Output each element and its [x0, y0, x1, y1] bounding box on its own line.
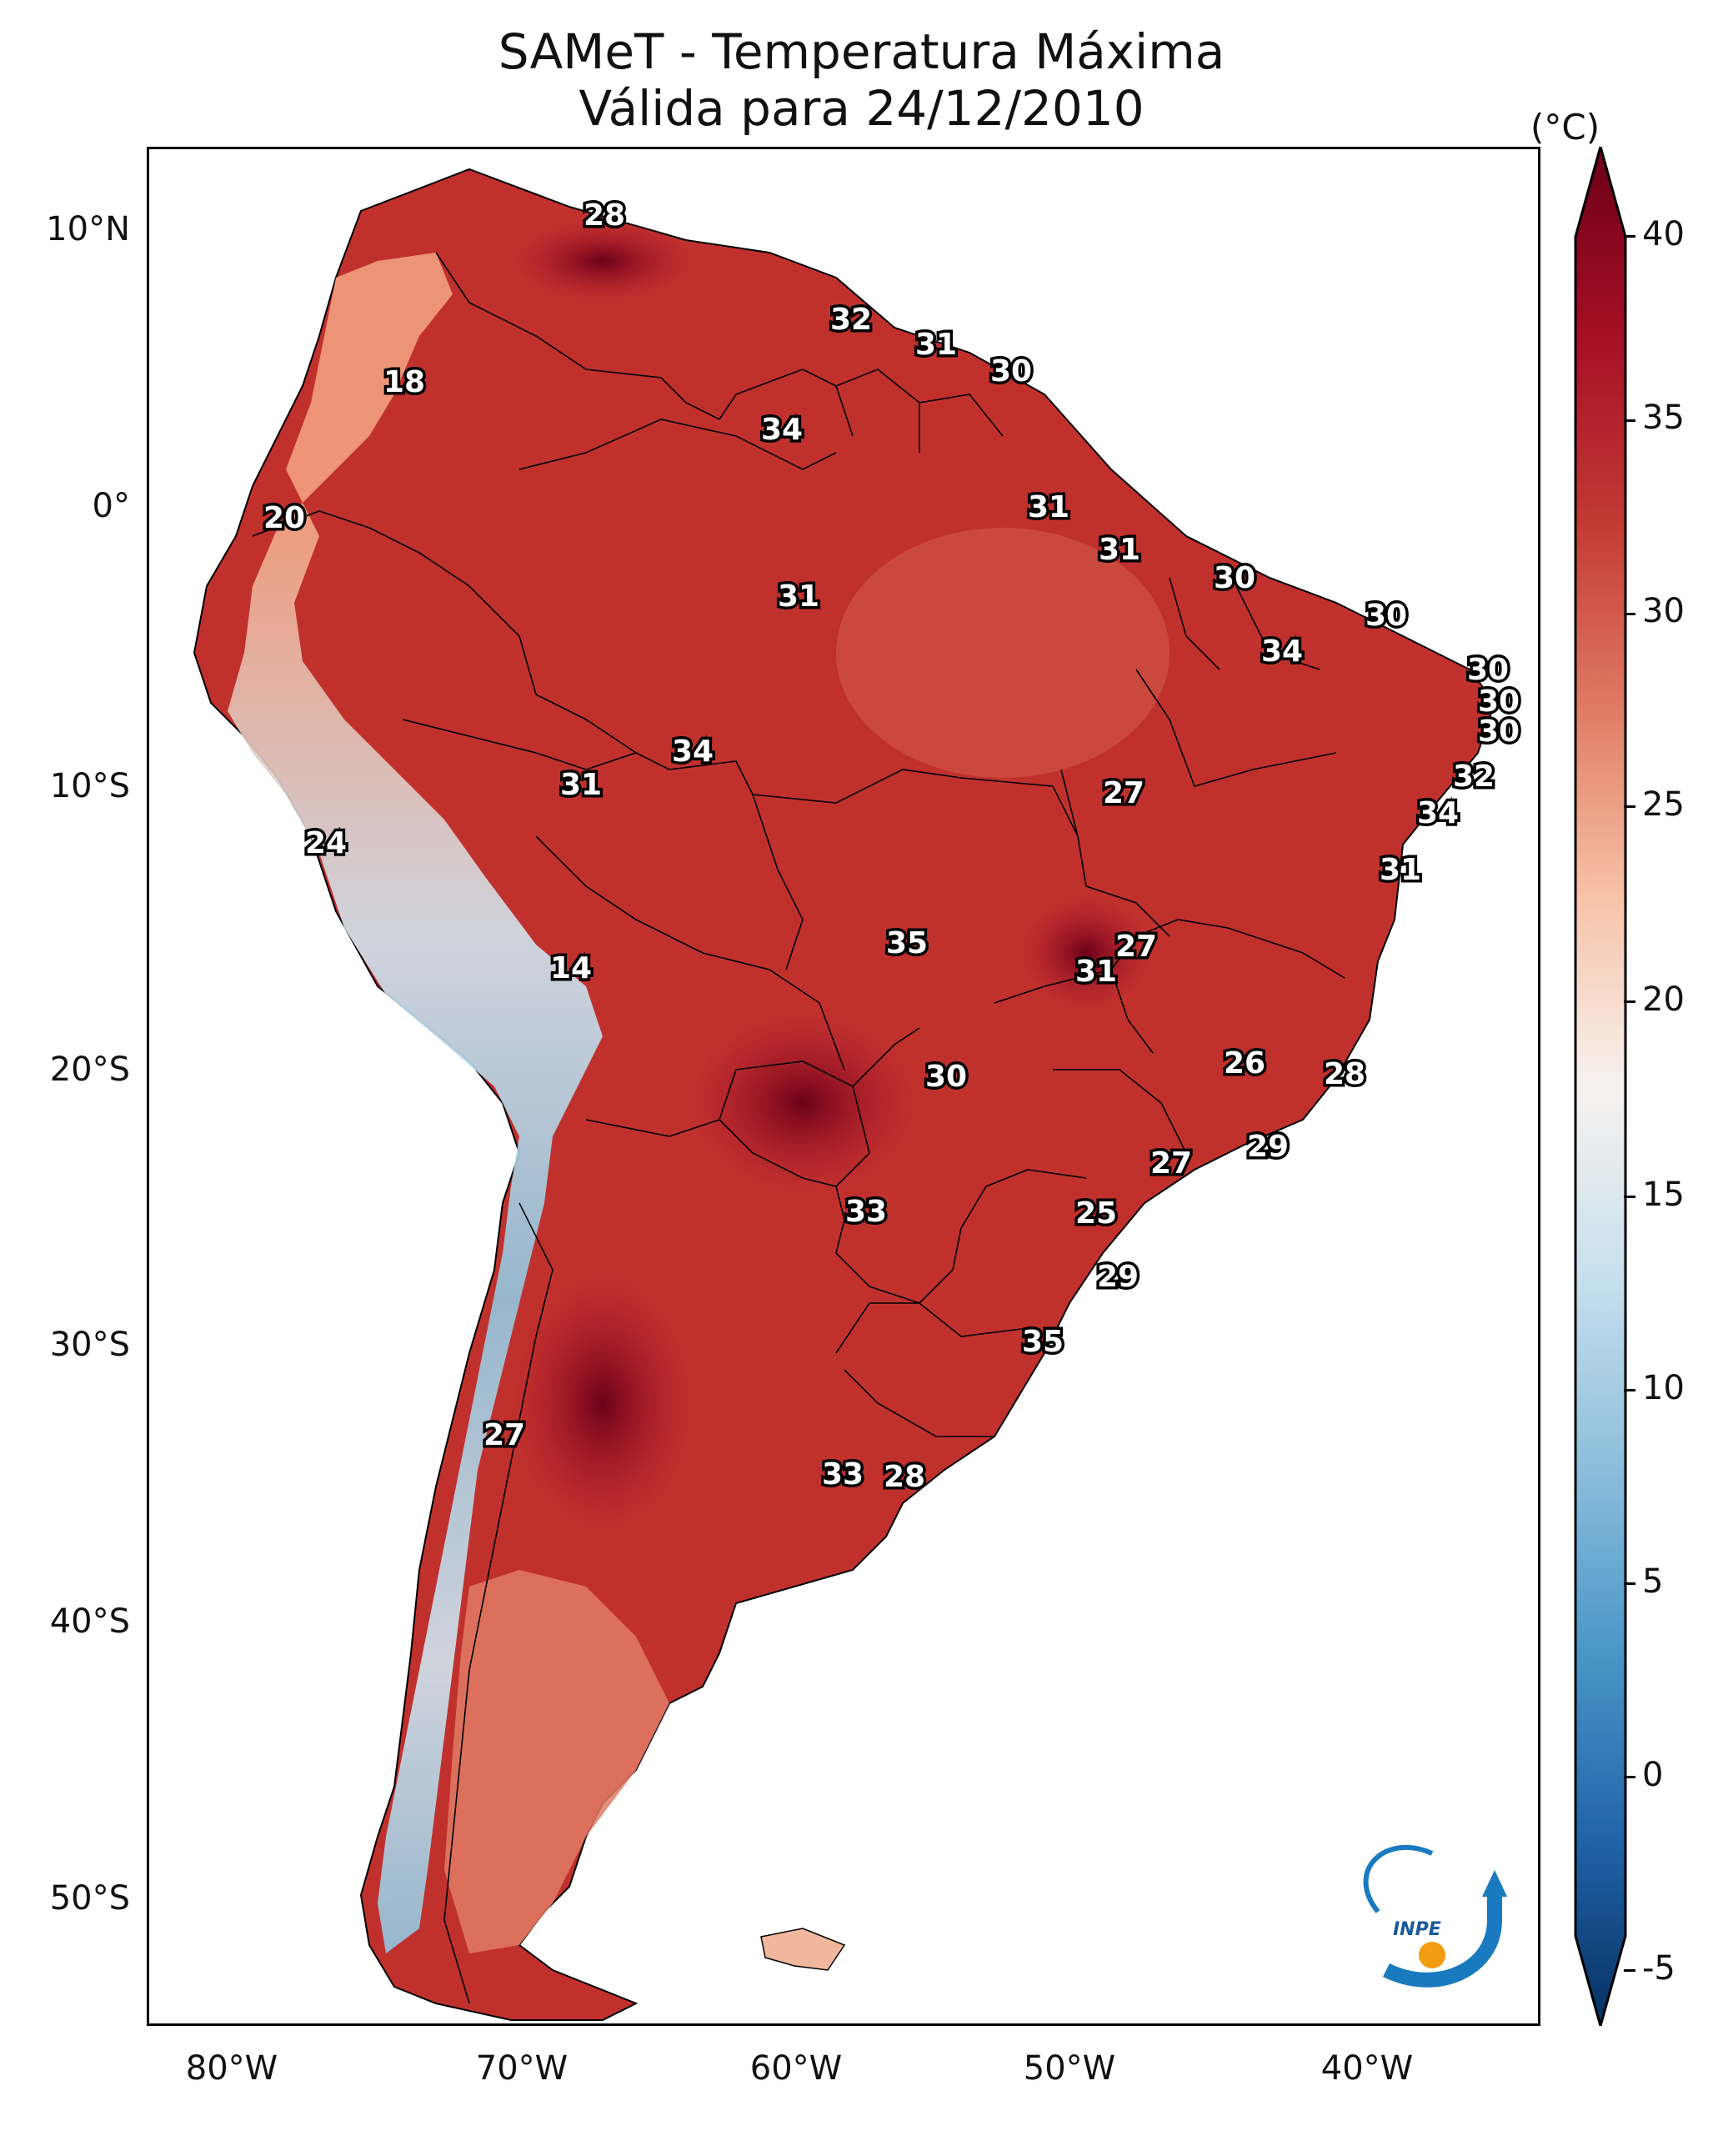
temperature-value-label: 25: [1075, 1196, 1117, 1231]
amazon-light-area: [836, 528, 1170, 778]
temperature-value-label: 34: [1417, 796, 1459, 830]
lon-label-70w: 70°W: [475, 2049, 568, 2088]
temperature-value-label: 31: [1099, 533, 1140, 567]
chart-subtitle: Válida para 24/12/2010: [579, 80, 1144, 137]
lat-label-30s: 30°S: [49, 1326, 130, 1364]
temperature-value-label: 31: [915, 328, 957, 362]
temperature-value-label: 30: [1365, 599, 1407, 633]
inpe-logo-icon: INPE: [1363, 1844, 1507, 1988]
cbar-tick-25: [1624, 805, 1635, 808]
temperature-value-label: 27: [1103, 776, 1144, 810]
lat-label-10s: 10°S: [49, 767, 130, 805]
andes-cold-region: [228, 503, 603, 1953]
temperature-value-label: 26: [1224, 1046, 1265, 1081]
temperature-value-label: 28: [884, 1460, 925, 1494]
temperature-value-label: 31: [560, 768, 602, 802]
cbar-tick-20: [1624, 1000, 1635, 1003]
cbar-label-15: 15: [1642, 1176, 1685, 1214]
falkland-islands: [760, 1928, 846, 1971]
temperature-value-label: 28: [584, 198, 625, 233]
central-hot-spot: [1019, 895, 1153, 1011]
temperature-value-label: 30: [990, 354, 1032, 389]
cbar-tick-5: [1624, 1582, 1635, 1585]
chart-title: SAMeT - Temperatura Máxima: [498, 23, 1225, 80]
temperature-value-label: 27: [1150, 1146, 1192, 1181]
temperature-value-label: 28: [1324, 1057, 1365, 1091]
lat-label-0: 0°: [92, 487, 130, 525]
temperature-value-label: 27: [1115, 930, 1157, 964]
temperature-value-label: 32: [830, 303, 872, 337]
temperature-value-label: 35: [886, 926, 928, 960]
temperature-value-label: 35: [1022, 1325, 1064, 1359]
pampas-hot-spot: [511, 1270, 694, 1537]
temperature-value-label: 34: [672, 735, 714, 769]
temperature-value-label: 34: [1261, 634, 1303, 669]
lat-label-20s: 20°S: [49, 1050, 130, 1089]
colorbar-body: [1574, 147, 1627, 2026]
temperature-value-label: 30: [925, 1060, 967, 1094]
colorbar-unit: (°C): [1530, 107, 1600, 148]
temperature-value-label: 27: [483, 1418, 525, 1452]
cbar-tick-30: [1624, 613, 1635, 615]
cbar-label-0: 0: [1642, 1756, 1664, 1794]
temperature-value-label: 31: [778, 579, 819, 614]
temperature-value-label: 33: [822, 1457, 864, 1492]
north-hot-spot: [511, 219, 694, 303]
cbar-label-35: 35: [1642, 399, 1685, 437]
lon-label-60w: 60°W: [749, 2049, 843, 2088]
temperature-value-label: 24: [305, 826, 347, 860]
temperature-value-label: 30: [1478, 714, 1520, 749]
lon-label-80w: 80°W: [185, 2049, 278, 2088]
cbar-label-25: 25: [1642, 785, 1685, 824]
temperature-value-label: 29: [1097, 1260, 1139, 1294]
temperature-value-label: 34: [761, 413, 803, 447]
cbar-tick-10: [1624, 1389, 1635, 1391]
temperature-value-label: 30: [1467, 653, 1509, 687]
cbar-tick-0: [1624, 1776, 1635, 1778]
temperature-value-label: 31: [1028, 490, 1069, 524]
cbar-label-40: 40: [1642, 215, 1685, 253]
cbar-tick-15: [1624, 1196, 1635, 1198]
cbar-tick-35: [1624, 419, 1635, 422]
lat-label-40s: 40°S: [49, 1602, 130, 1641]
cbar-label-20: 20: [1642, 980, 1685, 1019]
lon-label-50w: 50°W: [1023, 2049, 1116, 2088]
temperature-value-label: 31: [1075, 955, 1117, 989]
chaco-hot-spot: [686, 1011, 919, 1195]
country-borders: [252, 252, 1345, 2004]
temperature-value-label: 32: [1453, 760, 1495, 794]
temperature-value-label: 30: [1478, 684, 1520, 719]
cbar-label-minus5: -5: [1642, 1949, 1675, 1988]
map-panel: 28 18 32 31 30 34 20 31 31 31 30 30 34 30 30 30 34 31 27 32…: [147, 147, 1540, 2026]
cbar-tick-minus5: [1624, 1969, 1635, 1972]
temperature-value-label: 14: [550, 951, 592, 985]
cbar-label-10: 10: [1642, 1369, 1685, 1407]
temperature-value-label: 18: [383, 365, 425, 399]
temperature-value-label: 30: [1214, 561, 1255, 595]
colorbar: [1574, 147, 1627, 2026]
temperature-value-label: 31: [1380, 853, 1421, 887]
cbar-label-30: 30: [1642, 592, 1685, 630]
lon-label-40w: 40°W: [1320, 2049, 1414, 2088]
cbar-label-5: 5: [1642, 1562, 1664, 1601]
north-andes-region: [286, 253, 453, 503]
patagonia-region: [444, 1570, 669, 1953]
cbar-tick-40: [1624, 235, 1635, 238]
lat-label-10n: 10°N: [46, 210, 130, 248]
temperature-value-label: 33: [845, 1195, 887, 1229]
temperature-value-label: 20: [263, 501, 305, 535]
lat-label-50s: 50°S: [49, 1879, 130, 1918]
svg-text:INPE: INPE: [1393, 1919, 1441, 1940]
temperature-value-label: 29: [1247, 1130, 1289, 1164]
